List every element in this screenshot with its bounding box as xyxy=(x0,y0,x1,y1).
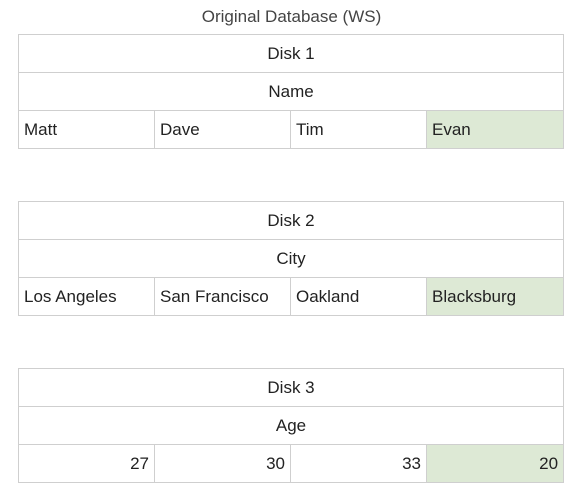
field-header-row: Age xyxy=(17,406,565,445)
field-label: City xyxy=(17,239,565,278)
field-header-row: Name xyxy=(17,72,565,111)
field-label: Age xyxy=(17,406,565,445)
disk-label: Disk 2 xyxy=(17,201,565,240)
page-title: Original Database (WS) xyxy=(201,7,382,26)
value-cell: Oakland xyxy=(290,277,427,316)
disk-header-row: Disk 3 xyxy=(17,368,565,407)
disk-header-row: Disk 2 xyxy=(17,201,565,240)
value-cell: Dave xyxy=(154,110,291,149)
value-cell: Tim xyxy=(290,110,427,149)
disk-label: Disk 3 xyxy=(17,368,565,407)
value-cell: Matt xyxy=(18,110,155,149)
value-cell: 30 xyxy=(154,444,291,483)
field-label: Name xyxy=(17,72,565,111)
highlighted-value-cell: Blacksburg xyxy=(425,277,565,316)
disk-label: Disk 1 xyxy=(17,34,565,73)
value-cell: San Francisco xyxy=(154,277,291,316)
disk-3-table: Disk 3 Age 27 30 33 20 xyxy=(17,368,565,483)
value-cell: 27 xyxy=(18,444,155,483)
value-cell: Los Angeles xyxy=(18,277,155,316)
values-row: Matt Dave Tim Evan xyxy=(18,110,565,149)
values-row: 27 30 33 20 xyxy=(18,444,565,483)
highlighted-value-cell: 20 xyxy=(425,444,565,483)
disk-1-table: Disk 1 Name Matt Dave Tim Evan xyxy=(17,34,565,149)
disk-2-table: Disk 2 City Los Angeles San Francisco Oa… xyxy=(17,201,565,316)
highlighted-value-cell: Evan xyxy=(425,110,565,149)
values-row: Los Angeles San Francisco Oakland Blacks… xyxy=(18,277,565,316)
disk-header-row: Disk 1 xyxy=(17,34,565,73)
value-cell: 33 xyxy=(290,444,427,483)
field-header-row: City xyxy=(17,239,565,278)
